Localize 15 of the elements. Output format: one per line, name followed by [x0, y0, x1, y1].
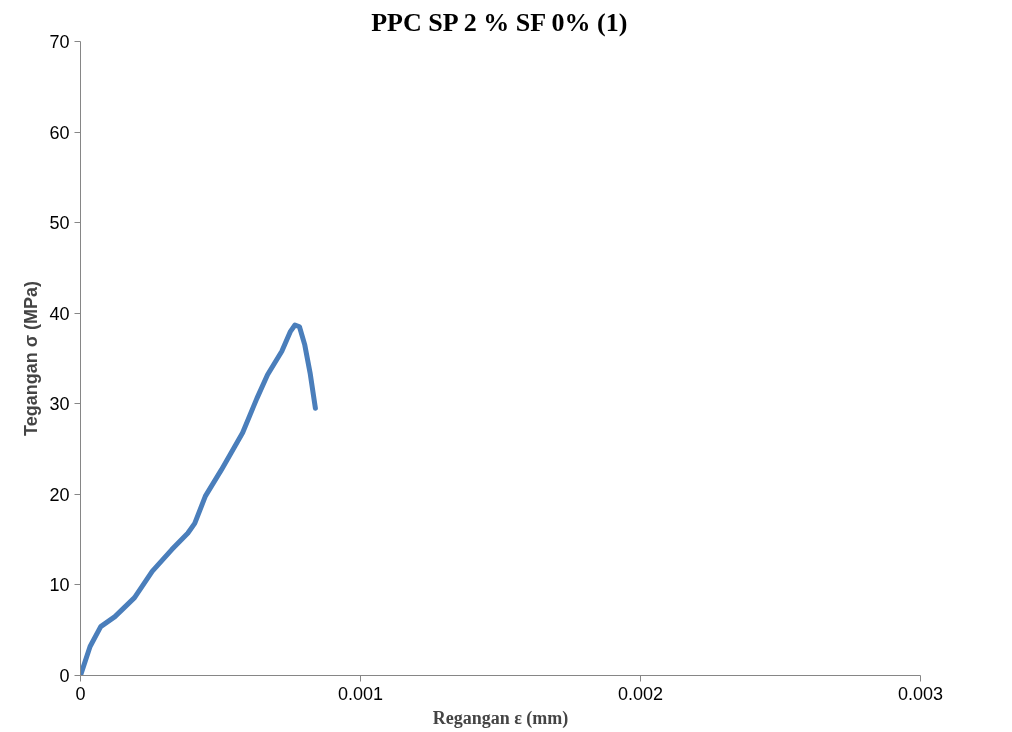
- y-tick-label: 30: [49, 394, 70, 415]
- y-tick-label: 70: [49, 32, 70, 52]
- x-tick-label: 0.002: [617, 683, 664, 704]
- x-tick-label: 0: [75, 683, 86, 704]
- y-tick-label: 60: [49, 122, 70, 143]
- x-tick-label: 0.001: [337, 683, 384, 704]
- y-tick-label: 0: [59, 666, 70, 686]
- y-tick-label: 40: [49, 303, 70, 324]
- chart-title: PPC SP 2 % SF 0% (1): [371, 7, 628, 37]
- y-tick-label: 50: [49, 213, 70, 234]
- y-tick-label: 20: [49, 484, 70, 505]
- y-axis-title: Tegangan σ (MPa): [21, 280, 42, 436]
- x-axis-title: Regangan ε (mm): [432, 707, 569, 729]
- x-tick-label: 0.003: [897, 683, 944, 704]
- y-tick-label: 10: [49, 575, 70, 596]
